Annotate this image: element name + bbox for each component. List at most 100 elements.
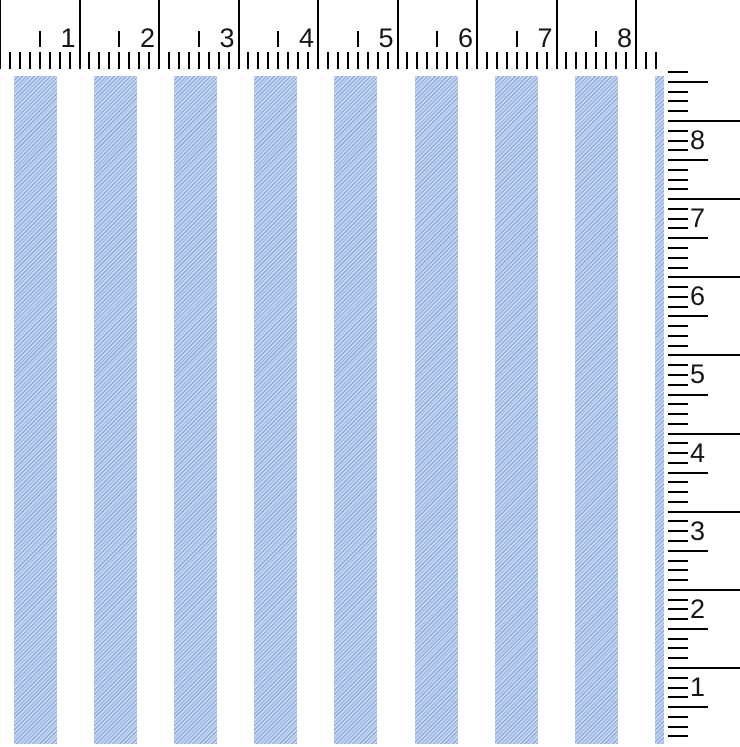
ruler-minor-tick bbox=[227, 52, 230, 69]
ruler-minor-tick bbox=[436, 52, 439, 69]
ruler-minor-tick bbox=[58, 52, 61, 69]
ruler-minor-tick bbox=[668, 139, 688, 142]
ruler-number-label: 2 bbox=[690, 593, 706, 624]
ruler-minor-tick bbox=[197, 52, 200, 69]
ruler-minor-tick bbox=[668, 657, 688, 660]
fabric-stripe bbox=[574, 76, 618, 744]
ruler-minor-tick bbox=[668, 403, 688, 406]
ruler-inch-tick bbox=[476, 0, 478, 69]
ruler-minor-tick bbox=[615, 52, 618, 69]
ruler-inch-tick bbox=[668, 588, 740, 591]
ruler-minor-tick bbox=[8, 52, 11, 69]
ruler-minor-tick bbox=[668, 500, 688, 503]
ruler-minor-tick bbox=[668, 422, 688, 425]
ruler-minor-tick bbox=[277, 52, 280, 69]
fabric-stripe bbox=[334, 76, 378, 744]
ruler-inch-tick bbox=[668, 667, 740, 669]
ruler-minor-tick bbox=[68, 52, 71, 69]
ruler-minor-tick bbox=[668, 246, 688, 249]
ruler-minor-tick bbox=[668, 325, 688, 328]
ruler-number-label: 7 bbox=[690, 203, 706, 234]
ruler-minor-tick bbox=[297, 52, 300, 69]
ruler-minor-tick bbox=[668, 90, 688, 93]
ruler-minor-tick bbox=[668, 676, 688, 679]
ruler-half-tick bbox=[356, 31, 359, 47]
ruler-minor-tick bbox=[495, 52, 498, 69]
ruler-minor-tick bbox=[644, 52, 647, 69]
ruler-inch-tick bbox=[668, 354, 740, 357]
ruler-minor-tick bbox=[668, 647, 688, 650]
ruler-minor-tick bbox=[187, 52, 190, 69]
ruler-minor-tick bbox=[654, 52, 657, 69]
ruler-minor-tick bbox=[668, 149, 688, 152]
ruler-minor-tick bbox=[668, 227, 688, 230]
ruler-number-label: 3 bbox=[219, 23, 235, 53]
ruler-number-label: 6 bbox=[457, 23, 473, 53]
ruler-half-tick bbox=[668, 471, 708, 474]
ruler-minor-tick bbox=[108, 52, 111, 69]
ruler-minor-tick bbox=[128, 52, 131, 69]
fabric-stripe bbox=[14, 76, 57, 744]
ruler-half-tick bbox=[595, 31, 598, 47]
fabric-swatch bbox=[0, 76, 664, 744]
ruler-minor-tick bbox=[668, 129, 688, 132]
ruler-minor-tick bbox=[177, 52, 180, 69]
ruler-minor-tick bbox=[668, 452, 688, 455]
ruler-minor-tick bbox=[148, 52, 151, 69]
ruler-minor-tick bbox=[668, 413, 688, 416]
ruler-minor-tick bbox=[217, 52, 220, 69]
ruler-minor-tick bbox=[535, 52, 538, 69]
ruler-minor-tick bbox=[668, 373, 688, 376]
ruler-inch-tick bbox=[237, 0, 240, 69]
ruler-minor-tick bbox=[668, 608, 688, 611]
ruler-minor-tick bbox=[545, 52, 548, 69]
ruler-minor-tick bbox=[668, 696, 688, 699]
ruler-minor-tick bbox=[118, 52, 121, 69]
ruler-minor-tick bbox=[668, 598, 688, 601]
ruler-minor-tick bbox=[267, 52, 270, 69]
ruler-minor-tick bbox=[668, 569, 688, 572]
ruler-minor-tick bbox=[28, 52, 31, 69]
ruler-half-tick bbox=[668, 549, 708, 552]
ruler-minor-tick bbox=[668, 579, 688, 582]
ruler-minor-tick bbox=[307, 52, 310, 69]
ruler-minor-tick bbox=[668, 110, 688, 113]
ruler-half-tick bbox=[668, 80, 708, 83]
ruler-minor-tick bbox=[98, 52, 101, 69]
ruler-minor-tick bbox=[605, 52, 608, 69]
ruler-minor-tick bbox=[18, 52, 21, 69]
ruler-minor-tick bbox=[585, 52, 588, 69]
ruler-minor-tick bbox=[326, 52, 329, 69]
ruler-half-tick bbox=[668, 627, 708, 630]
ruler-minor-tick bbox=[668, 207, 688, 210]
ruler-minor-tick bbox=[668, 178, 688, 181]
ruler-minor-tick bbox=[466, 52, 469, 69]
fabric-stripe bbox=[654, 76, 664, 744]
ruler-inch-tick bbox=[668, 276, 740, 279]
ruler-number-label: 8 bbox=[616, 23, 632, 53]
fabric-stripe bbox=[94, 76, 138, 744]
ruler-half-tick bbox=[277, 31, 280, 47]
ruler-minor-tick bbox=[446, 52, 449, 69]
ruler-minor-tick bbox=[515, 52, 518, 69]
ruler-minor-tick bbox=[668, 168, 688, 171]
ruler-half-tick bbox=[668, 159, 708, 162]
ruler-inch-tick bbox=[78, 0, 81, 69]
ruler-half-tick bbox=[668, 393, 708, 396]
ruler-number-label: 3 bbox=[690, 515, 706, 546]
ruler-minor-tick bbox=[668, 295, 688, 298]
fabric-stripe bbox=[414, 76, 458, 744]
ruler-minor-tick bbox=[88, 52, 91, 69]
ruler-minor-tick bbox=[668, 618, 688, 621]
ruler-number-label: 5 bbox=[378, 23, 394, 53]
ruler-minor-tick bbox=[668, 100, 688, 103]
ruler-minor-tick bbox=[505, 52, 508, 69]
ruler-minor-tick bbox=[668, 383, 688, 386]
ruler-half-tick bbox=[515, 31, 518, 47]
ruler-number-label: 4 bbox=[690, 437, 706, 468]
ruler-minor-tick bbox=[668, 637, 688, 640]
ruler-minor-tick bbox=[668, 715, 688, 718]
ruler-inch-tick bbox=[668, 198, 740, 201]
ruler-minor-tick bbox=[366, 52, 369, 69]
